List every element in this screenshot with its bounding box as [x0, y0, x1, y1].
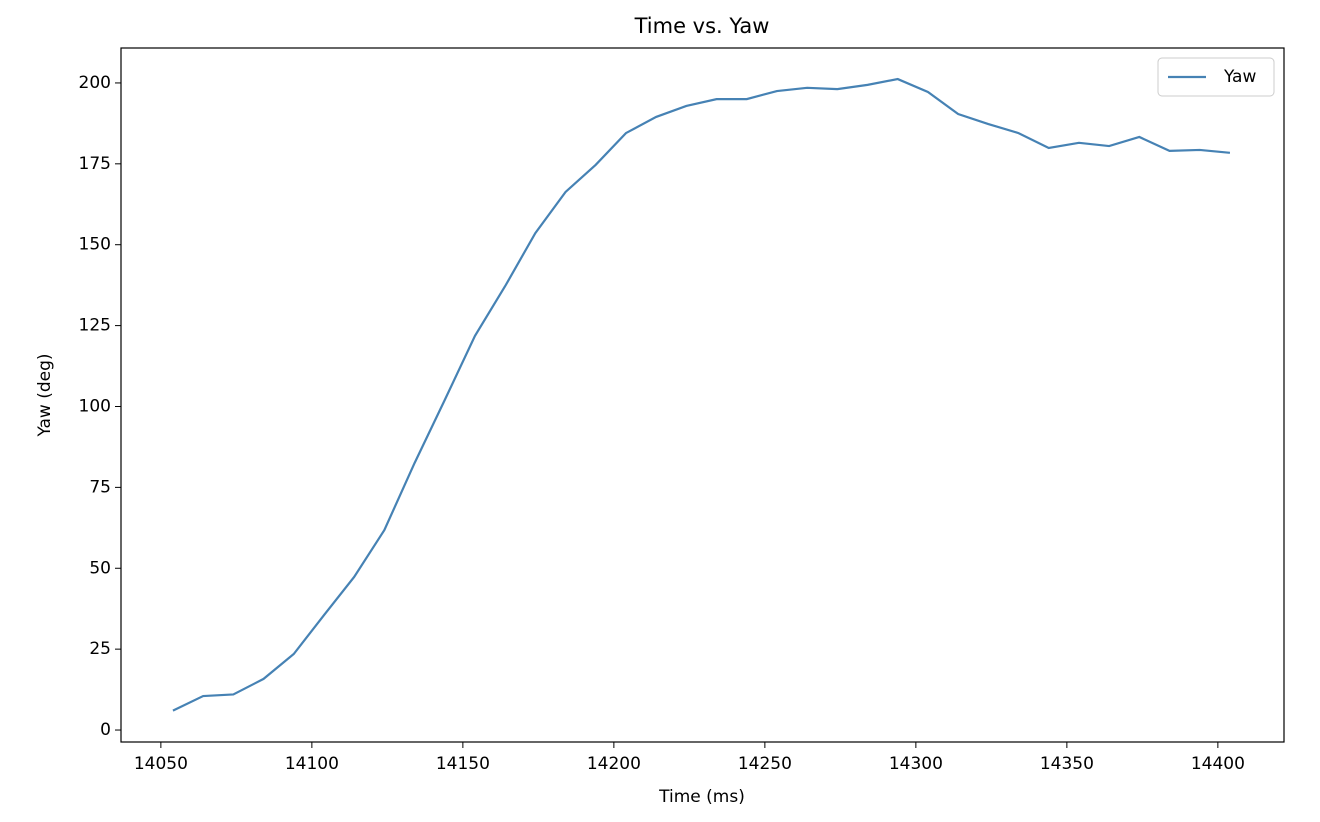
legend-label: Yaw: [1223, 67, 1256, 87]
y-tick-label: 150: [79, 235, 111, 255]
y-tick-label: 25: [89, 639, 111, 659]
chart-title: Time vs. Yaw: [634, 14, 770, 38]
x-tick-label: 14300: [889, 754, 943, 774]
y-tick-label: 200: [79, 73, 111, 93]
line-series: [172, 77, 1231, 712]
x-tick-label: 14250: [738, 754, 792, 774]
y-tick-label: 50: [89, 558, 111, 578]
y-tick-label: 100: [79, 396, 111, 416]
legend-box: [1157, 57, 1275, 97]
x-tick-label: 14200: [587, 754, 641, 774]
x-tick-label: 14400: [1191, 754, 1245, 774]
y-tick-label: 175: [79, 154, 111, 174]
x-tick-label: 14050: [134, 754, 188, 774]
y-tick-label: 75: [89, 477, 111, 497]
x-axis-label: Time (ms): [658, 787, 745, 807]
y-tick-label: 0: [100, 720, 111, 740]
plot-frame: [120, 47, 1285, 743]
x-tick-label: 14100: [285, 754, 339, 774]
y-axis-label: Yaw (deg): [35, 353, 55, 437]
x-tick-label: 14350: [1040, 754, 1094, 774]
x-tick-label: 14150: [436, 754, 490, 774]
y-tick-label: 125: [79, 316, 111, 336]
